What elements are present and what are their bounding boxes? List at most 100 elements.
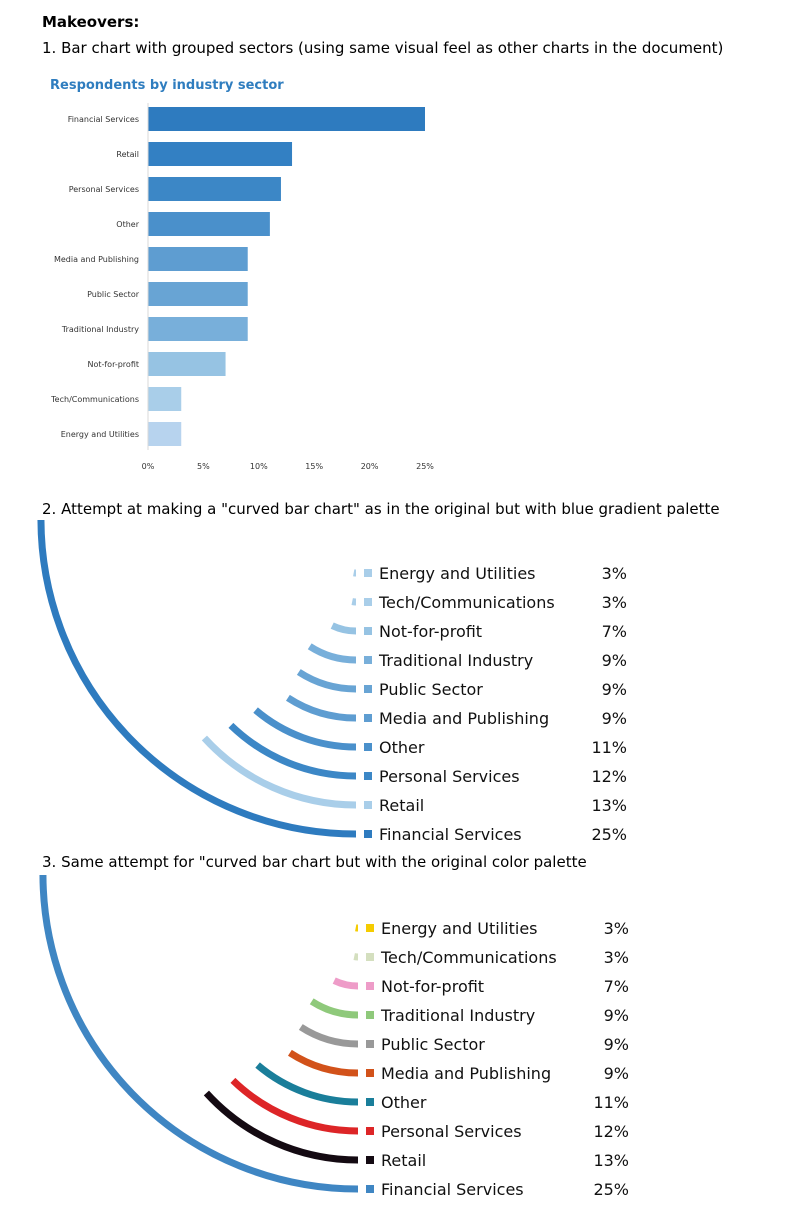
caption-curved-blue: 2. Attempt at making a "curved bar chart… (42, 500, 720, 518)
bar-category-label: Retail (116, 150, 139, 159)
curved-category-label: Public Sector (379, 680, 483, 699)
curved-category-label: Media and Publishing (379, 709, 549, 728)
curved-value-label: 9% (604, 1006, 629, 1025)
legend-swatch (364, 714, 372, 722)
curved-category-label: Traditional Industry (380, 1006, 535, 1025)
curved-bar (37, 520, 357, 838)
curved-value-label: 13% (593, 1151, 629, 1170)
x-tick-label: 15% (305, 462, 323, 471)
x-tick-label: 20% (361, 462, 379, 471)
curved-category-label: Retail (381, 1151, 426, 1170)
curved-bar (332, 977, 359, 990)
legend-swatch (364, 627, 372, 635)
curved-value-label: 12% (591, 767, 627, 786)
curved-bar (309, 998, 359, 1019)
bar (148, 387, 182, 411)
x-tick-label: 25% (416, 462, 434, 471)
curved-value-label: 3% (604, 948, 629, 967)
curved-bar (230, 1077, 359, 1135)
curved-bar (253, 707, 357, 751)
legend-swatch (366, 1185, 374, 1193)
curved-value-label: 12% (593, 1122, 629, 1141)
curved-value-label: 3% (604, 919, 629, 938)
curved-bar (228, 722, 357, 780)
curved-bar (330, 622, 357, 635)
legend-swatch (366, 1127, 374, 1135)
curved-bar (298, 1024, 359, 1048)
bar-category-label: Personal Services (69, 185, 139, 194)
legend-swatch (366, 953, 374, 961)
legend-swatch (366, 1156, 374, 1164)
x-tick-label: 5% (197, 462, 210, 471)
legend-swatch (364, 598, 372, 606)
curved-value-label: 3% (602, 593, 627, 612)
curved-category-label: Financial Services (381, 1180, 524, 1199)
curved-value-label: 9% (602, 680, 627, 699)
legend-swatch (366, 1011, 374, 1019)
legend-swatch (366, 982, 374, 990)
legend-swatch (366, 924, 374, 932)
curved-category-label: Tech/Communications (378, 593, 555, 612)
curved-value-label: 3% (602, 564, 627, 583)
legend-swatch (364, 772, 372, 780)
bar-category-label: Media and Publishing (54, 255, 139, 264)
bar-chart-title: Respondents by industry sector (50, 78, 284, 93)
curved-category-label: Traditional Industry (378, 651, 533, 670)
page-heading: Makeovers: (42, 13, 140, 31)
legend-swatch (366, 1040, 374, 1048)
curved-category-label: Other (381, 1093, 427, 1112)
curved-value-label: 13% (591, 796, 627, 815)
bar (148, 422, 182, 446)
curved-bar-chart-original: Financial Services 25% Retail 13% Personal S… (39, 875, 629, 1199)
bar (148, 352, 226, 376)
curved-category-label: Public Sector (381, 1035, 485, 1054)
curved-bar (296, 669, 357, 693)
curved-value-label: 11% (591, 738, 627, 757)
curved-value-label: 7% (604, 977, 629, 996)
curved-bar-chart-blue: Financial Services 25% Retail 13% Personal S… (37, 520, 627, 844)
legend-swatch (366, 1098, 374, 1106)
legend-swatch (366, 1069, 374, 1077)
curved-value-label: 9% (602, 651, 627, 670)
curved-bar (255, 1062, 359, 1106)
bar (148, 177, 281, 201)
bar-category-label: Energy and Utilities (61, 430, 139, 439)
curved-category-label: Other (379, 738, 425, 757)
bar-chart: Respondents by industry sector Financial… (50, 78, 434, 471)
curved-bar (307, 643, 357, 664)
curved-category-label: Tech/Communications (380, 948, 557, 967)
bar (148, 282, 248, 306)
bar (148, 142, 293, 166)
curved-category-label: Energy and Utilities (381, 919, 538, 938)
curved-bar (39, 875, 359, 1193)
legend-swatch (364, 801, 372, 809)
curved-category-label: Media and Publishing (381, 1064, 551, 1083)
bar-category-label: Other (116, 220, 139, 229)
legend-swatch (364, 830, 372, 838)
bar-category-label: Financial Services (68, 115, 139, 124)
curved-value-label: 11% (593, 1093, 629, 1112)
legend-swatch (364, 685, 372, 693)
curved-category-label: Retail (379, 796, 424, 815)
bar (148, 107, 425, 131)
curved-category-label: Financial Services (379, 825, 522, 844)
bar-category-label: Tech/Communications (50, 395, 139, 404)
legend-swatch (364, 569, 372, 577)
curved-category-label: Not-for-profit (381, 977, 484, 996)
curved-value-label: 25% (591, 825, 627, 844)
caption-curved-original: 3. Same attempt for "curved bar chart bu… (42, 853, 587, 871)
curved-category-label: Personal Services (379, 767, 520, 786)
curved-bar (201, 735, 357, 809)
bar-category-label: Not-for-profit (87, 360, 139, 369)
curved-value-label: 9% (604, 1035, 629, 1054)
bar (148, 212, 270, 236)
curved-category-label: Personal Services (381, 1122, 522, 1141)
legend-swatch (364, 743, 372, 751)
curved-bar (285, 694, 357, 722)
caption-bar-chart: 1. Bar chart with grouped sectors (using… (42, 39, 724, 57)
curved-category-label: Not-for-profit (379, 622, 482, 641)
bar (148, 247, 248, 271)
curved-bar (287, 1049, 359, 1077)
legend-swatch (364, 656, 372, 664)
curved-value-label: 9% (602, 709, 627, 728)
